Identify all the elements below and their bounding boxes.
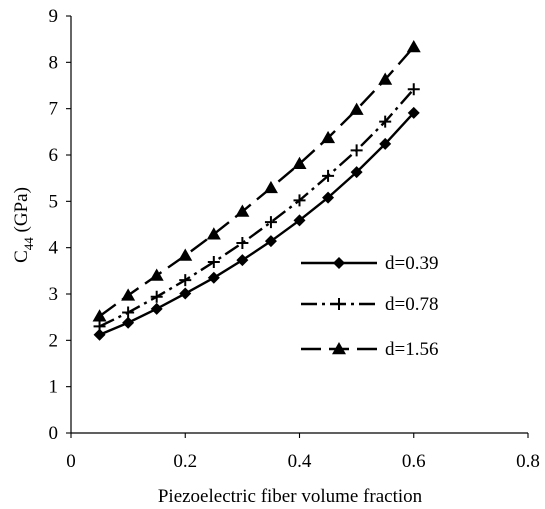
y-tick-label: 8 — [49, 52, 59, 73]
series-layer — [92, 40, 421, 341]
diamond-marker — [407, 106, 420, 119]
triangle-marker — [321, 130, 336, 144]
series-d=0.78 — [93, 83, 420, 333]
diamond-marker — [379, 137, 392, 150]
series-d=0.39 — [93, 106, 420, 341]
plus-marker — [333, 298, 345, 310]
x-ticks: 0 0.2 0.4 0.6 0.8 — [66, 433, 540, 472]
x-tick-label: 0.4 — [288, 451, 312, 472]
triangle-marker — [149, 268, 164, 281]
plus-marker — [379, 115, 392, 128]
plus-marker — [407, 83, 420, 96]
x-tick-label: 0.6 — [402, 451, 426, 472]
diamond-marker — [322, 191, 335, 204]
triangle-marker — [206, 227, 221, 240]
y-tick-label: 5 — [49, 191, 59, 212]
x-axis-title: Piezoelectric fiber volume fraction — [158, 486, 423, 507]
series-line — [99, 88, 415, 328]
y-tick-label: 2 — [49, 330, 59, 351]
diamond-marker — [333, 257, 345, 269]
y-tick-label: 9 — [49, 6, 59, 27]
legend-item: d=0.78 — [301, 294, 438, 315]
series-d=1.56 — [92, 40, 421, 322]
diamond-marker — [264, 235, 277, 248]
legend: d=0.39 d=0.78 d=1.56 — [301, 253, 438, 360]
x-tick-label: 0 — [66, 451, 76, 472]
plus-marker — [236, 237, 249, 250]
diamond-marker — [207, 271, 220, 284]
plus-marker — [179, 274, 192, 287]
legend-item: d=1.56 — [301, 339, 438, 360]
y-tick-label: 6 — [49, 145, 59, 166]
plus-marker — [93, 320, 106, 333]
triangle-marker — [178, 248, 193, 261]
y-ticks: 0 1 2 3 4 5 6 7 8 9 — [49, 6, 71, 444]
legend-label: d=0.39 — [385, 253, 438, 274]
plus-marker — [350, 144, 363, 157]
y-tick-label: 4 — [49, 238, 59, 259]
plus-marker — [293, 194, 306, 207]
triangle-marker — [378, 72, 393, 85]
triangle-marker — [349, 102, 364, 115]
plus-marker — [207, 256, 220, 269]
diamond-marker — [93, 328, 106, 341]
y-axis-title-main: C — [11, 250, 32, 263]
plus-marker — [322, 169, 335, 182]
legend-label: d=0.78 — [385, 294, 438, 315]
diamond-marker — [122, 316, 135, 329]
diamond-marker — [293, 214, 306, 227]
triangle-marker — [406, 40, 421, 53]
triangle-marker — [121, 288, 136, 301]
plus-marker — [150, 290, 163, 303]
triangle-marker — [235, 204, 250, 217]
plus-marker — [122, 306, 135, 319]
triangle-marker — [92, 309, 107, 322]
diamond-marker — [350, 166, 363, 179]
triangle-marker — [292, 156, 307, 170]
y-tick-label: 3 — [49, 284, 59, 305]
y-tick-label: 0 — [49, 423, 59, 444]
diamond-marker — [150, 302, 163, 315]
y-axis-title: C44 (GPa) — [11, 187, 36, 263]
y-axis-title-unit: (GPa) — [11, 187, 32, 237]
x-tick-label: 0.8 — [516, 451, 540, 472]
legend-item: d=0.39 — [301, 253, 438, 274]
diamond-marker — [236, 254, 249, 267]
x-tick-label: 0.2 — [173, 451, 197, 472]
y-tick-label: 1 — [49, 377, 59, 398]
y-axis-title-subscript: 44 — [21, 237, 36, 251]
diamond-marker — [179, 287, 192, 300]
triangle-marker — [263, 180, 278, 194]
legend-label: d=1.56 — [385, 339, 438, 360]
triangle-marker — [332, 342, 346, 355]
series-line — [99, 112, 415, 336]
y-tick-label: 7 — [49, 99, 59, 120]
series-line — [98, 46, 415, 318]
plus-marker — [264, 216, 277, 229]
